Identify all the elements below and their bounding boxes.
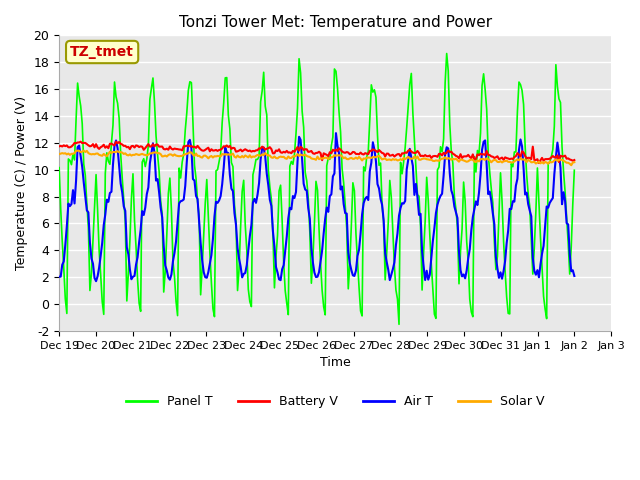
Air T (61, 242, 69, 248)
Legend: Panel T, Battery V, Air T, Solar V: Panel T, Battery V, Air T, Solar V (121, 390, 549, 413)
Panel T (395, 322, 403, 327)
Air T (486, 189, 493, 194)
Battery V (478, 152, 486, 157)
Title: Tonzi Tower Met: Temperature and Power: Tonzi Tower Met: Temperature and Power (179, 15, 492, 30)
Air T (92, 278, 100, 284)
Solar V (478, 156, 486, 162)
Solar V (74, 148, 81, 154)
Battery V (346, 151, 354, 157)
Solar V (568, 162, 575, 168)
Panel T (570, 168, 578, 173)
Panel T (61, 296, 69, 301)
Battery V (535, 160, 543, 166)
Battery V (570, 157, 578, 163)
X-axis label: Time: Time (320, 356, 351, 369)
Solar V (171, 152, 179, 157)
Battery V (61, 143, 69, 149)
Panel T (480, 71, 488, 77)
Line: Solar V: Solar V (59, 151, 574, 165)
Panel T (486, 169, 493, 175)
Y-axis label: Temperature (C) / Power (V): Temperature (C) / Power (V) (15, 96, 28, 270)
Solar V (61, 150, 69, 156)
Air T (171, 250, 179, 256)
Battery V (211, 147, 218, 153)
Text: TZ_tmet: TZ_tmet (70, 45, 134, 59)
Panel T (443, 50, 451, 56)
Solar V (55, 151, 63, 157)
Battery V (484, 152, 492, 158)
Battery V (55, 144, 63, 149)
Solar V (570, 159, 578, 165)
Air T (480, 139, 488, 144)
Battery V (77, 139, 84, 144)
Solar V (484, 156, 492, 162)
Panel T (169, 258, 177, 264)
Air T (211, 214, 218, 219)
Line: Battery V: Battery V (59, 142, 574, 163)
Line: Panel T: Panel T (59, 53, 574, 324)
Line: Air T: Air T (59, 133, 574, 281)
Solar V (346, 156, 354, 161)
Panel T (55, 165, 63, 170)
Air T (55, 274, 63, 280)
Panel T (209, 306, 217, 312)
Battery V (171, 145, 179, 151)
Air T (570, 273, 578, 279)
Air T (332, 130, 340, 136)
Air T (348, 267, 355, 273)
Solar V (211, 153, 218, 159)
Panel T (344, 286, 352, 292)
